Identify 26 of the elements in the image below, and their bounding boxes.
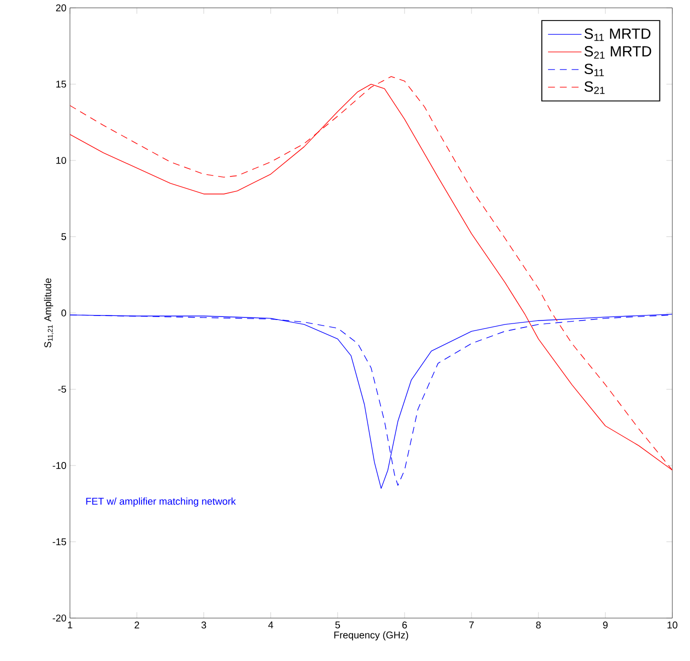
legend-label: S$_{21}$ <box>584 81 605 94</box>
x-tick-label: 2 <box>134 621 140 628</box>
x-tick-label: 6 <box>402 621 407 628</box>
x-tick-label: 8 <box>536 621 541 628</box>
y-tick-label: 5 <box>61 233 66 240</box>
x-tick-label: 7 <box>469 621 474 628</box>
annotation: FET w/ amplifier matching network <box>86 497 236 507</box>
legend-label: S$_{11}$ <box>584 64 604 76</box>
x-tick-label: 1 <box>68 621 72 628</box>
legend-label: S$_{11}$ MRTD <box>584 28 650 41</box>
y-tick-label: 10 <box>56 156 66 164</box>
x-axis-title: Frequency (GHz) <box>334 631 408 640</box>
x-tick-label: 3 <box>201 621 206 628</box>
y-tick-label: -15 <box>52 538 66 546</box>
y-tick-label: 0 <box>61 309 66 316</box>
x-tick-label: 5 <box>335 621 340 628</box>
y-axis-title: S$_{11,21}$ Amplitude <box>44 278 54 348</box>
y-tick-label: -20 <box>52 614 66 622</box>
x-tick-label: 10 <box>668 621 678 628</box>
y-tick-label: -5 <box>58 386 66 392</box>
x-tick-label: 4 <box>268 621 274 628</box>
y-tick-label: 15 <box>56 80 66 88</box>
x-tick-label: 9 <box>603 621 608 628</box>
legend-label: S$_{21}$ MRTD <box>584 46 652 58</box>
y-tick-label: -10 <box>52 462 66 469</box>
y-tick-label: 20 <box>56 4 66 12</box>
